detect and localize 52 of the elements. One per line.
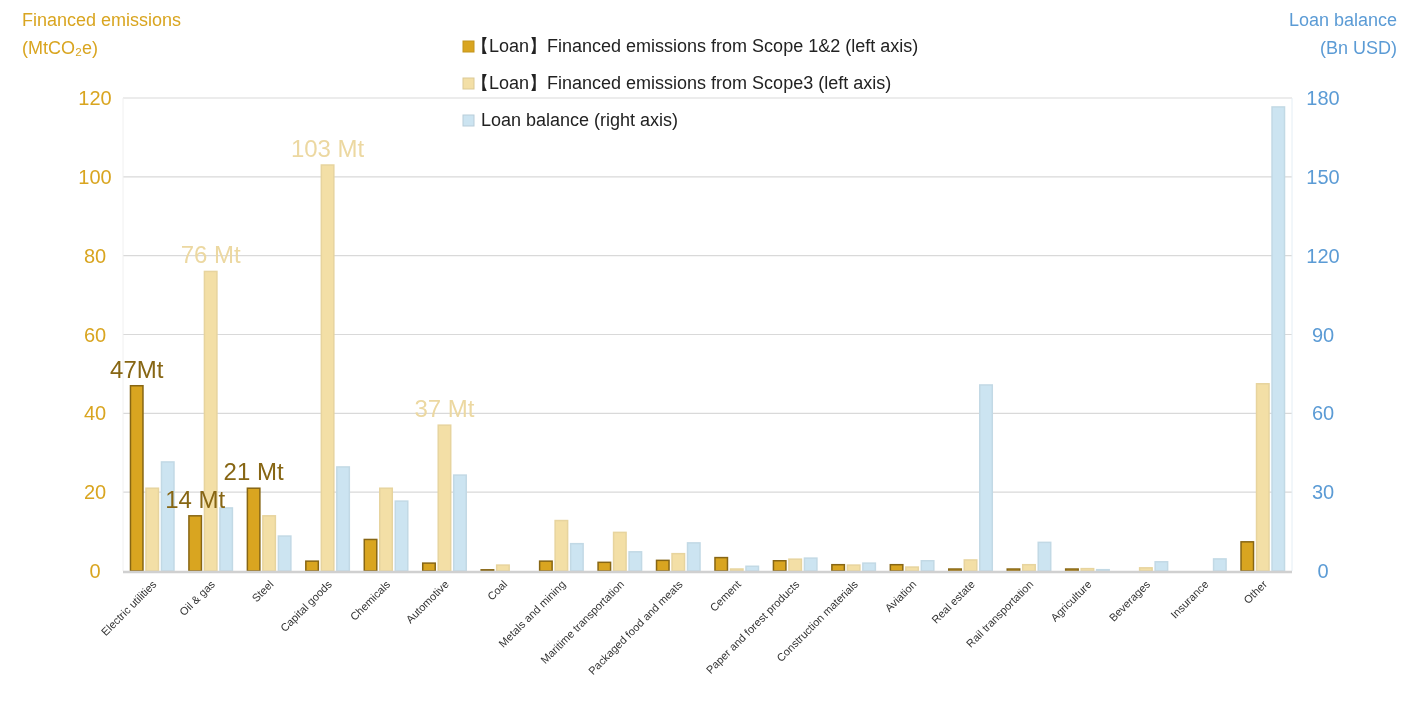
bar: [129, 384, 144, 572]
bar: [920, 560, 935, 572]
bar: [1240, 541, 1255, 572]
x-tick-label: Oil & gas: [177, 577, 218, 618]
bar: [219, 507, 234, 572]
y-tick-label: 20: [83, 481, 107, 504]
data-label: 37 Mt: [414, 395, 475, 423]
y2-tick-label: 60: [1311, 402, 1335, 425]
y-axis-title: Financed emissions (MtCO₂e): [22, 10, 182, 58]
y-tick-label: 120: [78, 87, 112, 109]
data-label: 76 Mt: [180, 241, 242, 269]
data-label: 47Mt: [110, 355, 164, 383]
bar: [597, 561, 612, 572]
y-tick-label: 60: [83, 323, 107, 346]
y-tick-label: 0: [89, 560, 101, 582]
legend-label: Loan balance (right axis): [481, 110, 679, 130]
bar: [1212, 558, 1227, 572]
data-label: 21 Mt: [223, 458, 284, 486]
bar: [336, 466, 351, 572]
bar: [1154, 561, 1169, 572]
bar: [188, 515, 203, 572]
y2-axis-title: Loan balance (Bn USD): [1288, 10, 1397, 58]
bar: [421, 562, 436, 572]
bar: [889, 563, 904, 572]
legend-label: 【Loan】Financed emissions from Scope3 (left axis): [471, 73, 892, 93]
bar: [963, 559, 978, 572]
bar: [772, 560, 787, 572]
legend-label: 【Loan】Financed emissions from Scope 1&2 (left axis): [471, 36, 919, 56]
bar: [979, 384, 994, 572]
bar: [320, 164, 335, 572]
bar: [831, 563, 846, 572]
bar: [714, 556, 729, 572]
y-tick-label: 80: [83, 244, 107, 267]
bar: [495, 564, 510, 572]
bar: [612, 531, 627, 572]
y-tick-label: 40: [83, 402, 107, 425]
bar: [1037, 541, 1052, 572]
bar: [1021, 563, 1036, 572]
bar: [655, 559, 670, 572]
bar: [363, 538, 378, 572]
y2-tick-label: 30: [1311, 481, 1335, 504]
y2-tick-label: 120: [1306, 244, 1340, 267]
y2-tick-label: 90: [1311, 323, 1335, 346]
bar: [538, 560, 553, 572]
y2-tick-label: 150: [1306, 165, 1340, 188]
y2-tick-label: 180: [1306, 87, 1340, 109]
data-label: 103 Mt: [290, 135, 365, 163]
bar: [1271, 106, 1286, 572]
y2-tick-label: 0: [1317, 560, 1329, 582]
bar: [305, 560, 320, 572]
bar: [246, 487, 261, 572]
y-tick-label: 100: [78, 165, 112, 188]
